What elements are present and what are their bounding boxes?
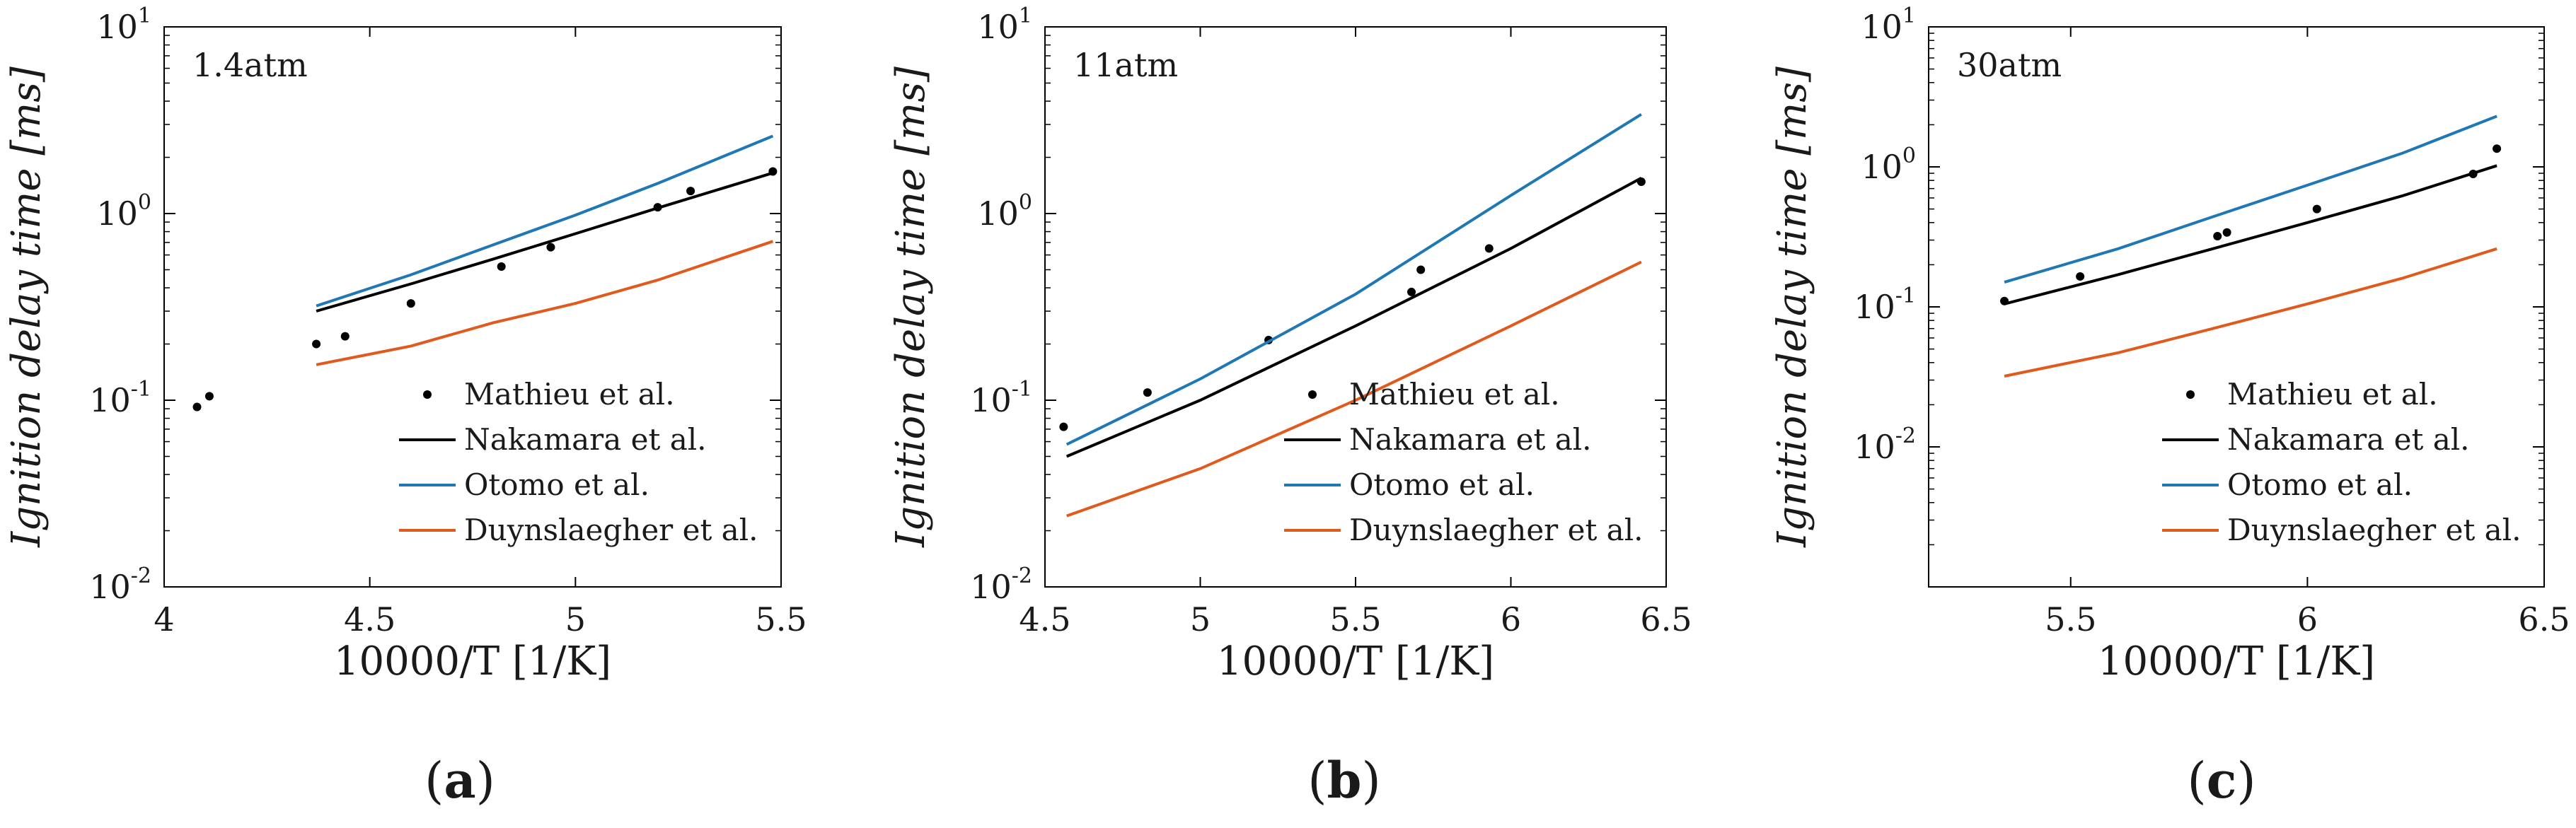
chart-panel-c: 5.5 6 6.5 101 100 10-1 10-2 30atm Mathieu et a…	[1769, 4, 2570, 684]
data-point	[546, 243, 555, 252]
legend: Mathieu et al. Nakamara et al. Otomo et al…	[1284, 377, 1644, 547]
axes-frame	[1044, 26, 1667, 588]
series-group	[2000, 115, 2502, 378]
x-tick-label: 4	[154, 600, 174, 639]
series-line	[2004, 247, 2497, 378]
legend-label: Mathieu et al.	[1349, 377, 1560, 412]
data-point	[1143, 388, 1152, 397]
tick-group: 5.5 6 6.5 101 100 10-1 10-2	[1854, 4, 2570, 639]
y-tick-label: 10-2	[1854, 424, 1916, 466]
plot-frame	[163, 26, 782, 588]
data-point	[2222, 228, 2231, 237]
data-point	[312, 339, 321, 349]
panel-tag-c: (c)	[2187, 751, 2256, 810]
y-tick-label: 100	[977, 190, 1032, 233]
data-point	[1484, 244, 1494, 253]
y-tick-label: 10-1	[970, 377, 1032, 419]
series-group	[1059, 113, 1646, 518]
legend-marker	[423, 390, 432, 399]
y-axis-label: Ignition delay time [ms]	[1769, 66, 1815, 548]
y-tick-label: 100	[96, 190, 151, 233]
legend-label: Otomo et al.	[2227, 467, 2413, 502]
y-tick-label: 10-1	[1854, 284, 1916, 326]
data-point	[1059, 422, 1068, 431]
x-axis-label: 10000/T [1/K]	[334, 639, 611, 684]
y-tick-label: 100	[1861, 144, 1916, 186]
legend-label: Duynslaegher et al.	[464, 513, 758, 547]
series-line	[2004, 164, 2497, 305]
data-point	[2312, 204, 2321, 214]
x-tick-label: 5.5	[2045, 600, 2096, 639]
x-tick-label: 4.5	[344, 600, 395, 639]
axes-frame	[1928, 26, 2545, 588]
x-tick-label: 6.5	[2518, 600, 2570, 639]
axes-frame	[163, 26, 782, 588]
pressure-label: 30atm	[1957, 46, 2062, 84]
data-point	[340, 332, 350, 341]
data-point	[1416, 265, 1426, 274]
series-line	[1065, 113, 1642, 446]
data-point	[497, 262, 506, 271]
legend-marker	[1308, 390, 1317, 399]
legend-label: Duynslaegher et al.	[2227, 513, 2522, 547]
legend-label: Duynslaegher et al.	[1349, 513, 1644, 547]
series-line	[1066, 260, 1642, 518]
y-tick-label: 101	[977, 4, 1032, 46]
x-axis-label: 10000/T [1/K]	[2098, 639, 2375, 684]
series-line	[316, 240, 774, 366]
plot-frame	[1928, 26, 2545, 588]
pressure-label: 11atm	[1073, 46, 1178, 84]
legend-label: Nakamara et al.	[464, 422, 707, 457]
legend-label: Nakamara et al.	[1349, 422, 1592, 457]
legend-label: Otomo et al.	[1349, 467, 1535, 502]
series-line	[1065, 177, 1642, 458]
x-tick-label: 5	[565, 600, 586, 639]
data-point	[2213, 231, 2222, 240]
x-tick-label: 6	[1501, 600, 1521, 639]
y-axis-label: Ignition delay time [ms]	[4, 66, 50, 548]
y-tick-label: 10-2	[970, 564, 1032, 606]
legend: Mathieu et al. Nakamara et al. Otomo et al…	[399, 377, 758, 547]
series-line	[316, 171, 773, 313]
legend-label: Mathieu et al.	[2227, 377, 2438, 412]
x-tick-label: 5.5	[1329, 600, 1381, 639]
data-point	[406, 299, 415, 308]
legend-marker	[2186, 390, 2195, 399]
legend: Mathieu et al. Nakamara et al. Otomo et al…	[2162, 377, 2522, 547]
y-tick-label: 10-2	[89, 564, 151, 606]
data-point	[2076, 272, 2085, 281]
x-axis-label: 10000/T [1/K]	[1217, 639, 1494, 684]
chart-panel-a: 4 4.5 5 5.5 101 100 10-1 10-2 1.4atm Mathieu et…	[4, 4, 807, 684]
x-tick-label: 6.5	[1640, 600, 1692, 639]
series-line	[2004, 115, 2497, 284]
panel-tag-a: (a)	[424, 751, 495, 810]
data-point	[2493, 144, 2502, 153]
x-tick-label: 4.5	[1019, 600, 1070, 639]
data-point	[1407, 287, 1416, 296]
y-tick-label: 101	[1861, 4, 1916, 46]
data-point	[204, 392, 214, 401]
x-tick-label: 5.5	[755, 600, 807, 639]
plot-frame	[1044, 26, 1667, 588]
chart-panel-b: 4.5 5 5.5 6 6.5 101 100 10-1 10-2 11atm Mathieu …	[888, 4, 1692, 684]
y-tick-label: 101	[96, 4, 151, 46]
data-point	[686, 187, 695, 196]
pressure-label: 1.4atm	[192, 46, 308, 84]
legend-label: Mathieu et al.	[464, 377, 675, 412]
series-line	[316, 134, 774, 308]
y-tick-label: 10-1	[89, 377, 151, 419]
legend-label: Otomo et al.	[464, 467, 649, 502]
x-tick-label: 5	[1190, 600, 1211, 639]
y-axis-label: Ignition delay time [ms]	[888, 66, 934, 548]
tick-group: 4 4.5 5 5.5 101 100 10-1 10-2	[89, 4, 807, 639]
series-group	[192, 134, 778, 412]
x-tick-label: 6	[2297, 600, 2318, 639]
panel-tag-b: (b)	[1307, 751, 1381, 810]
data-point	[192, 402, 202, 412]
legend-label: Nakamara et al.	[2227, 422, 2470, 457]
tick-group: 4.5 5 5.5 6 6.5 101 100 10-1 10-2	[970, 4, 1692, 639]
